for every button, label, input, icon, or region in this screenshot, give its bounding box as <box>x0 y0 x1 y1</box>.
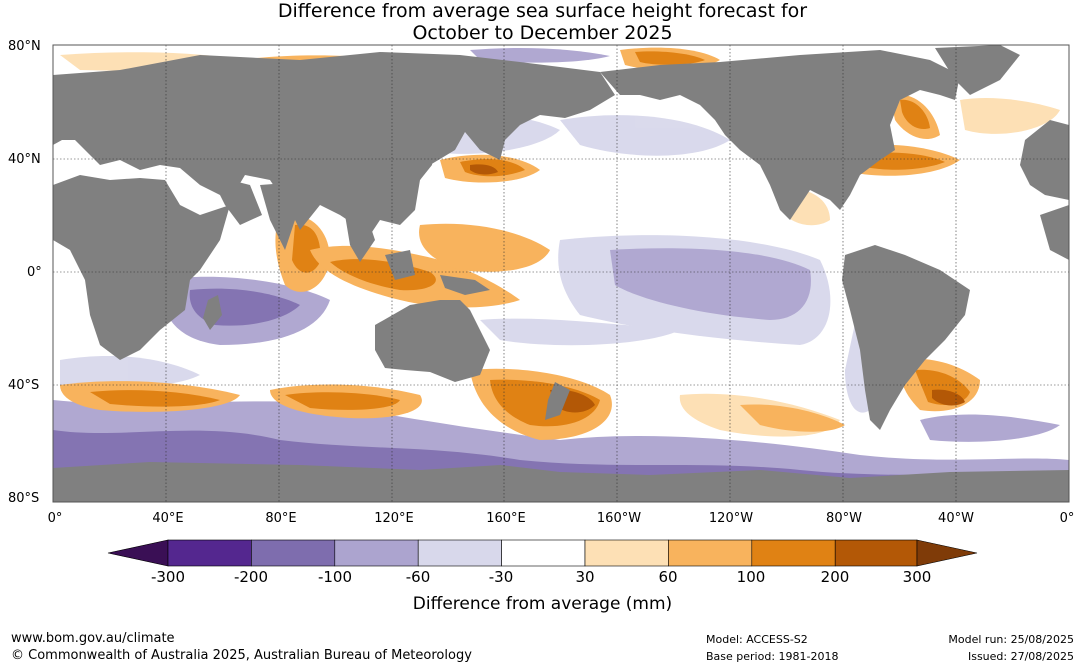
europe-asia <box>53 52 615 250</box>
colorbar-segment-3 <box>334 539 419 567</box>
lat-label-80s: 80°S <box>8 491 40 506</box>
lon-label-80w: 80°W <box>826 511 862 526</box>
lon-label-0-right: 0° <box>1059 511 1075 526</box>
lat-label-equator: 0° <box>27 265 42 280</box>
sea-surface-height-map <box>52 44 1070 503</box>
lon-label-120e: 120°E <box>374 511 414 526</box>
colorbar-segment-2 <box>251 539 336 567</box>
colorbar-tick: 100 <box>736 568 766 586</box>
lon-label-120w: 120°W <box>708 511 754 526</box>
new-zealand <box>545 382 570 420</box>
north-america <box>600 50 960 220</box>
india <box>260 182 300 250</box>
colorbar-tick: 30 <box>575 568 595 586</box>
footer-base-period: Base period: 1981-2018 <box>706 650 839 663</box>
africa <box>53 175 230 360</box>
southeast-asia <box>345 210 375 262</box>
lon-label-40w: 40°W <box>938 511 974 526</box>
borneo <box>385 250 415 280</box>
greenland <box>935 45 1020 95</box>
colorbar-segment-6 <box>584 539 669 567</box>
map-border <box>52 44 1070 503</box>
colorbar-segment-9 <box>834 539 918 567</box>
graticule <box>53 45 1069 502</box>
colorbar-segment-upper-extend <box>916 539 978 567</box>
land-masses <box>53 45 1069 502</box>
footer-model-run: Model run: 25/08/2025 <box>948 633 1074 646</box>
colorbar-segment-lower-extend <box>107 539 169 567</box>
footer-issued: Issued: 27/08/2025 <box>967 650 1074 663</box>
africa-west <box>1040 205 1069 260</box>
colorbar-segment-4 <box>417 539 502 567</box>
colorbar-label: Difference from average (mm) <box>412 594 673 614</box>
colorbar-tick: -300 <box>150 568 186 586</box>
lon-label-160e: 160°E <box>486 511 526 526</box>
lat-label-40s: 40°S <box>8 378 40 393</box>
colorbar-tick: 60 <box>658 568 678 586</box>
map-title-line-1: Difference from average sea surface heig… <box>277 0 808 22</box>
map-title-line-2: October to December 2025 <box>412 22 673 44</box>
new-guinea <box>440 275 490 295</box>
australia <box>375 300 490 382</box>
colorbar-tick: 300 <box>902 568 932 586</box>
lon-label-40e: 40°E <box>152 511 184 526</box>
colorbar-segment-5 <box>501 539 586 567</box>
south-america <box>842 245 970 430</box>
colorbar <box>107 539 978 567</box>
madagascar <box>203 295 222 330</box>
lon-label-160w: 160°W <box>596 511 642 526</box>
lat-label-40n: 40°N <box>8 152 41 167</box>
colorbar-tick: -200 <box>233 568 269 586</box>
colorbar-tick: -30 <box>488 568 514 586</box>
footer-url: www.bom.gov.au/climate <box>11 631 175 646</box>
colorbar-tick: 200 <box>820 568 850 586</box>
footer-copyright: © Commonwealth of Australia 2025, Austra… <box>11 648 472 663</box>
lat-label-80n: 80°N <box>8 39 41 54</box>
colorbar-segment-1 <box>167 539 252 567</box>
lon-label-80e: 80°E <box>265 511 297 526</box>
antarctica <box>53 462 1069 502</box>
lon-label-0-left: 0° <box>47 511 63 526</box>
japan <box>415 140 435 180</box>
footer-model: Model: ACCESS-S2 <box>706 633 808 646</box>
colorbar-segment-7 <box>668 539 753 567</box>
colorbar-tick: -100 <box>317 568 353 586</box>
colorbar-segment-8 <box>751 539 836 567</box>
europe-west <box>1020 120 1069 200</box>
colorbar-tick: -60 <box>405 568 431 586</box>
arabia <box>210 175 262 225</box>
